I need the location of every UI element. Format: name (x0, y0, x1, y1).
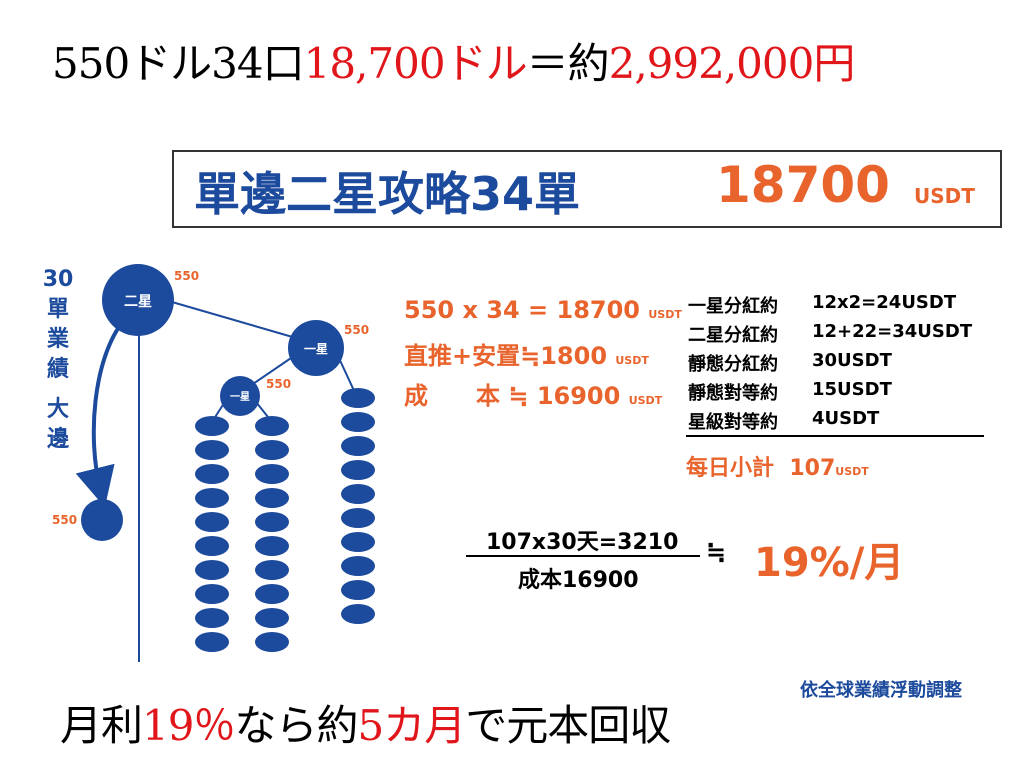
title-equals: ＝約 (526, 39, 610, 88)
downline-node (255, 512, 289, 532)
side-label: 30 單 業 績 大 邊 (43, 267, 74, 452)
approx-symbol: ≒ (706, 538, 727, 566)
slide-title: 550ドル34口18,700ドル＝約2,992,000円 (52, 30, 856, 91)
title-lots: 550ドル34口 (52, 39, 305, 88)
downline-node (341, 580, 375, 600)
mid-node-label: 一星 (304, 342, 328, 356)
downline-node (195, 512, 229, 532)
calc-unit: USDT (648, 308, 682, 321)
downline-node (341, 604, 375, 624)
connector-root-mid (171, 301, 297, 339)
bonus-row: 一星分紅約 12x2=24USDT (688, 292, 956, 318)
binary-tree-diagram: 30 單 業 績 大 邊 二星 一星 一星 550 550 550 550 (43, 264, 375, 662)
root-node (102, 264, 174, 336)
subtotal-value: 107 (789, 456, 836, 481)
banner-unit: USDT (914, 184, 975, 208)
bonus-row: 靜態分紅約 30USDT (688, 350, 892, 376)
root-value: 550 (174, 269, 199, 283)
downline-node (341, 460, 375, 480)
strategy-banner: 單邊二星攻略34單 18700 USDT (172, 150, 1002, 228)
conclusion-rate: 19％ (142, 701, 235, 750)
bonus-label: 一星分紅約 (688, 296, 778, 317)
bonus-value: 15USDT (812, 379, 892, 400)
bottom-value: 550 (52, 513, 77, 527)
connector-mid-left (249, 355, 295, 387)
bonus-row: 二星分紅約 12+22=34USDT (688, 321, 972, 347)
bonus-row: 靜態對等約 15USDT (688, 379, 892, 405)
downline-node (255, 536, 289, 556)
bonus-label: 靜態對等約 (688, 383, 778, 404)
downline-node (341, 484, 375, 504)
downline-node (195, 536, 229, 556)
bonus-divider (686, 435, 984, 437)
downline-node (255, 584, 289, 604)
calc-unit: USDT (628, 394, 663, 407)
bonus-row: 星級對等約 4USDT (688, 408, 879, 434)
banner-title: 單邊二星攻略34單 (194, 167, 581, 221)
title-dollar-total: 18,700ドル (303, 39, 528, 88)
left-value: 550 (266, 377, 291, 391)
downline-node (195, 560, 229, 580)
subtotal-label: 每日小計 (686, 456, 775, 481)
daily-subtotal: 每日小計 107USDT (686, 450, 869, 482)
fraction-numerator: 107x30天=3210 (486, 530, 679, 555)
side-label-number: 30 (43, 267, 74, 292)
downline-node (195, 632, 229, 652)
fraction-denominator: 成本16900 (518, 568, 639, 593)
downline-node (255, 632, 289, 652)
downline-node (195, 584, 229, 604)
mid-value: 550 (344, 323, 369, 337)
side-label-char: 大 (47, 397, 69, 422)
title-yen-total: 2,992,000円 (608, 39, 856, 88)
downline-node (195, 464, 229, 484)
downline-node (255, 608, 289, 628)
footnote: 依全球業績浮動調整 (800, 680, 962, 701)
calc-unit: USDT (615, 354, 649, 367)
bonus-value: 4USDT (812, 408, 880, 429)
downline-node (341, 508, 375, 528)
subtotal-unit: USDT (835, 465, 869, 478)
bonus-label: 星級對等約 (688, 412, 778, 433)
downline-node (255, 488, 289, 508)
downline-node (341, 412, 375, 432)
fraction-bar (466, 555, 700, 557)
left-leg-arrow (75, 318, 126, 508)
monthly-return: 19%/月 (754, 540, 905, 586)
calc-line-total: 550 x 34 = 18700 USDT (404, 296, 682, 324)
calc-line-referral: 直推+安置≒1800 USDT (404, 342, 649, 370)
downline-node (195, 416, 229, 436)
bonus-value: 12x2=24USDT (812, 292, 957, 313)
downline-node (255, 440, 289, 460)
bonus-label: 靜態分紅約 (688, 354, 778, 375)
calc-line-cost: 成本 ≒ 16900 USDT (404, 382, 663, 410)
conclusion-months: 5カ月 (357, 701, 466, 750)
downline-node (341, 436, 375, 456)
downline-node (255, 560, 289, 580)
mid-node (288, 320, 344, 376)
bonus-value: 12+22=34USDT (812, 321, 973, 342)
bonus-value: 30USDT (812, 350, 892, 371)
banner-amount: 18700 (716, 156, 890, 214)
downline-node (341, 532, 375, 552)
side-label-char: 邊 (47, 426, 69, 452)
bottom-node (81, 499, 123, 541)
left-node (220, 376, 260, 416)
left-node-label: 一星 (230, 391, 250, 403)
side-label-char: 績 (47, 356, 69, 382)
downline-node (255, 464, 289, 484)
downline-node (255, 416, 289, 436)
bonus-label: 二星分紅約 (688, 325, 778, 346)
side-label-char: 單 (47, 297, 69, 322)
bottom-conclusion: 月利19％なら約5カ月で元本回収 (60, 701, 671, 750)
downline-node (195, 440, 229, 460)
side-label-char: 業 (47, 327, 70, 352)
node-chains (195, 388, 375, 652)
downline-node (341, 556, 375, 576)
root-node-label: 二星 (124, 294, 152, 310)
downline-node (341, 388, 375, 408)
downline-node (195, 608, 229, 628)
downline-node (195, 488, 229, 508)
